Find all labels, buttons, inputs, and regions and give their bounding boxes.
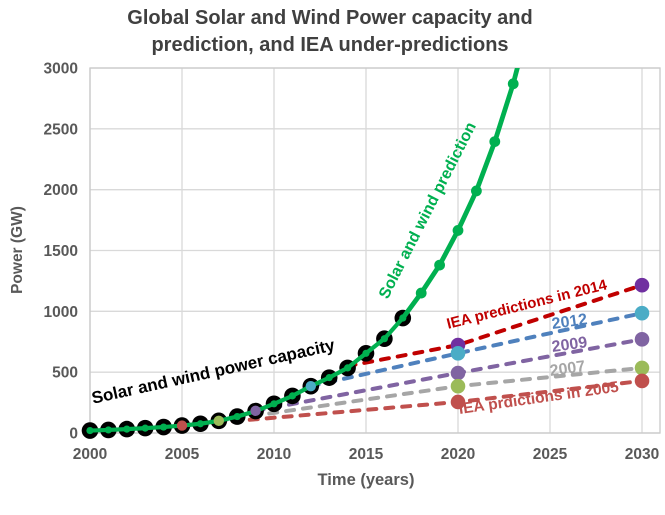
iea-marker [450, 394, 466, 410]
y-tick-label: 1000 [44, 304, 78, 321]
iea-marker [176, 420, 188, 431]
y-tick-label: 2500 [44, 121, 78, 138]
chart-title: Global Solar and Wind Power capacity and… [50, 5, 610, 59]
capacity-dot-center [196, 420, 204, 428]
capacity-dot-center [160, 423, 168, 431]
iea-marker [450, 378, 466, 394]
capacity-dot-center [141, 424, 149, 432]
iea-marker [250, 405, 261, 417]
y-tick-label: 500 [52, 365, 78, 382]
iea-marker [634, 373, 650, 389]
chart-title-line2: prediction, and IEA under-predictions [151, 34, 509, 56]
x-axis-title: Time (years) [317, 471, 415, 489]
iea-marker [634, 360, 650, 376]
iea-marker [634, 277, 650, 293]
capacity-dot-center [104, 426, 112, 434]
iea-marker [450, 365, 466, 381]
capacity-dot-center [233, 412, 241, 421]
prediction-dot [434, 259, 445, 271]
plot-border [89, 67, 661, 434]
y-axis-title: Power (GW) [9, 206, 26, 294]
capacity-dot-center [270, 400, 278, 408]
capacity-dot-center [325, 374, 333, 382]
x-tick-label: 2005 [165, 446, 200, 463]
capacity-dot-center [86, 426, 94, 435]
prediction-dot [507, 78, 519, 90]
iea-marker [634, 332, 650, 347]
capacity-dot-center [288, 392, 296, 400]
capacity-dot-center [380, 335, 388, 343]
y-tick-label: 3000 [44, 61, 78, 78]
iea-marker [305, 380, 316, 392]
iea-marker [213, 415, 224, 427]
prediction-dot [489, 136, 501, 148]
prediction-dot [471, 185, 482, 197]
x-tick-label: 2030 [625, 446, 659, 463]
x-tick-label: 2020 [441, 446, 475, 463]
capacity-dot-center [344, 364, 352, 372]
prediction-dot [452, 225, 464, 236]
capacity-dot-center [399, 314, 407, 322]
iea-marker [450, 346, 466, 361]
iea-line [345, 283, 644, 369]
y-tick-label: 0 [69, 426, 78, 443]
iea-line [308, 311, 644, 389]
y-tick-label: 1500 [44, 243, 78, 260]
x-tick-label: 2000 [73, 446, 107, 463]
prediction-line [400, 68, 520, 320]
x-tick-label: 2025 [533, 446, 568, 463]
y-tick-label: 2000 [44, 182, 78, 199]
x-tick-label: 2015 [349, 446, 384, 463]
iea-marker [634, 305, 650, 321]
x-tick-label: 2010 [257, 446, 291, 463]
capacity-dot-center [123, 425, 131, 433]
capacity-dot-center [362, 349, 370, 357]
chart-title-line1: Global Solar and Wind Power capacity and [127, 7, 533, 29]
prediction-dot [415, 287, 427, 299]
